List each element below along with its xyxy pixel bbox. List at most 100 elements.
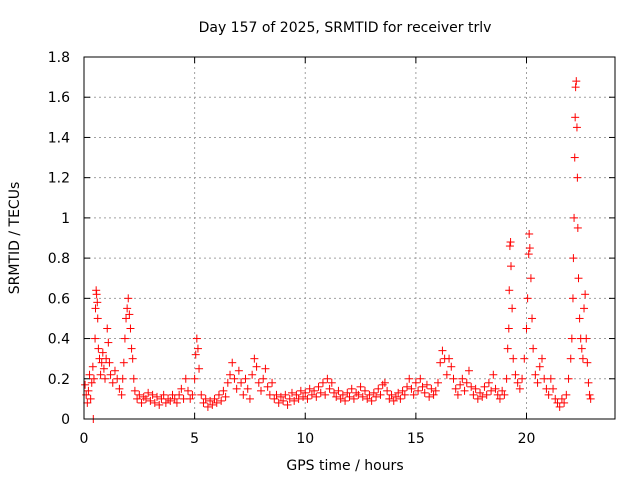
data-point — [584, 378, 593, 387]
data-point — [263, 382, 272, 391]
data-point — [571, 113, 580, 122]
axis-ticks — [83, 56, 615, 420]
data-point — [352, 388, 361, 397]
data-point — [518, 374, 527, 383]
data-point — [83, 398, 92, 407]
data-point — [104, 338, 113, 347]
data-point — [572, 123, 581, 132]
data-point — [425, 392, 434, 401]
data-point — [400, 390, 409, 399]
data-point — [546, 374, 555, 383]
data-point — [175, 390, 184, 399]
y-tick-label: 0 — [61, 412, 70, 428]
data-point — [418, 382, 427, 391]
data-point — [523, 294, 532, 303]
data-point — [257, 386, 265, 395]
data-point — [544, 390, 553, 399]
x-tick-label: 0 — [80, 431, 89, 447]
data-point — [102, 354, 111, 363]
data-point — [186, 394, 195, 403]
data-point — [345, 392, 354, 401]
data-point — [405, 374, 414, 383]
x-axis-label: GPS time / hours — [286, 458, 403, 474]
y-tick-label: 0.6 — [48, 291, 70, 307]
data-point — [573, 223, 582, 232]
data-point — [155, 400, 164, 409]
data-point — [564, 374, 573, 383]
data-point — [509, 354, 518, 363]
data-point — [272, 390, 281, 399]
data-point — [398, 386, 407, 395]
data-point — [334, 386, 343, 395]
data-point — [562, 390, 571, 399]
data-point — [274, 398, 283, 407]
x-tick-label: 5 — [190, 431, 199, 447]
data-point — [128, 354, 137, 363]
y-tick-label: 0.2 — [48, 372, 70, 388]
data-point — [292, 390, 301, 399]
data-point — [341, 396, 350, 405]
data-point — [314, 382, 323, 391]
data-point — [135, 390, 144, 399]
grid-lines — [84, 57, 615, 419]
data-point — [391, 392, 400, 401]
data-point — [316, 388, 325, 397]
data-point — [301, 388, 310, 397]
data-point — [310, 386, 319, 395]
data-point — [529, 344, 538, 353]
data-point — [507, 262, 516, 271]
data-point — [325, 384, 334, 393]
data-point — [270, 394, 279, 403]
data-point — [495, 394, 504, 403]
data-point — [515, 384, 524, 393]
data-point — [307, 390, 316, 399]
data-point — [372, 392, 381, 401]
data-point — [407, 384, 416, 393]
y-tick-label: 1 — [61, 211, 70, 227]
data-point — [299, 392, 308, 401]
data-point — [434, 378, 442, 387]
data-point — [571, 83, 580, 92]
x-tick-label: 15 — [407, 431, 425, 447]
data-point — [577, 344, 586, 353]
data-point — [416, 374, 425, 383]
data-point — [127, 344, 136, 353]
data-point — [82, 390, 91, 399]
data-point — [414, 386, 423, 395]
data-point — [144, 388, 153, 397]
data-point — [101, 374, 110, 383]
data-point — [438, 346, 447, 355]
data-point — [294, 394, 303, 403]
data-point — [91, 304, 100, 313]
y-tick-labels: 0 0.2 0.4 0.6 0.8 1 1.2 1.4 1.6 1.8 — [48, 50, 70, 428]
data-point — [469, 390, 478, 399]
data-point — [195, 364, 204, 373]
data-point — [190, 374, 199, 383]
data-point — [191, 350, 200, 359]
data-point — [447, 362, 456, 371]
data-point — [84, 386, 93, 395]
data-point — [133, 394, 142, 403]
data-point — [504, 324, 513, 333]
data-point — [403, 382, 412, 391]
x-tick-labels: 0 5 10 15 20 — [80, 431, 536, 447]
data-point — [92, 290, 101, 299]
data-point — [332, 392, 341, 401]
data-point — [283, 400, 292, 409]
data-point — [585, 390, 594, 399]
data-point — [137, 398, 146, 407]
data-point — [250, 354, 259, 363]
data-point — [363, 394, 372, 403]
data-point — [467, 382, 476, 391]
data-point — [226, 370, 235, 379]
data-point — [347, 384, 356, 393]
data-point — [261, 364, 270, 373]
data-point — [478, 392, 487, 401]
data-point — [498, 386, 507, 395]
data-point — [549, 384, 558, 393]
data-point — [522, 324, 531, 333]
data-point — [354, 390, 363, 399]
data-point — [119, 358, 128, 367]
data-point — [232, 384, 241, 393]
data-point — [436, 358, 445, 367]
